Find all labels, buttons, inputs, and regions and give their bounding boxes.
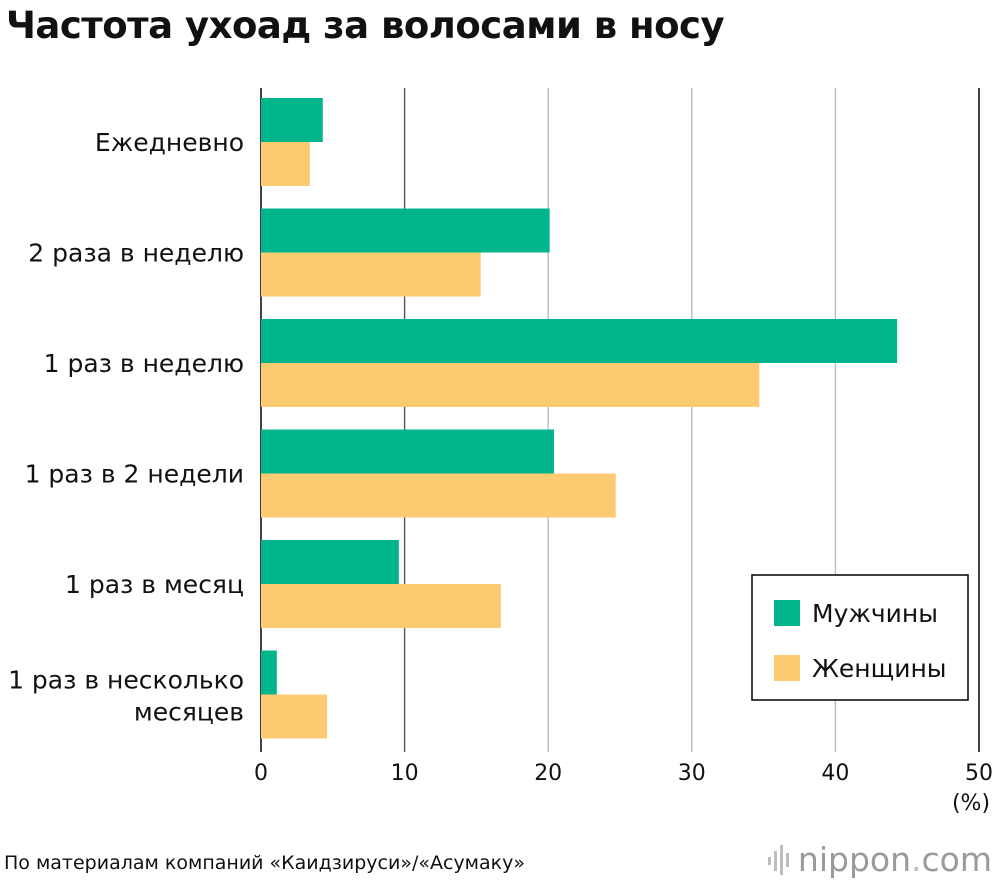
- nippon-logo: nippon.com: [767, 840, 992, 879]
- bar-men: [261, 429, 554, 474]
- category-label: 2 раза в неделю: [28, 239, 244, 268]
- legend-swatch: [774, 600, 800, 626]
- brand-name: nippon: [797, 840, 912, 879]
- chart-title: Частота ухоад за волосами в носу: [6, 4, 725, 47]
- legend-label: Женщины: [812, 654, 947, 683]
- x-tick-label: 20: [534, 761, 562, 786]
- brand-tld: com: [921, 840, 992, 879]
- category-label: месяцев: [134, 698, 244, 727]
- brand-dot: .: [911, 840, 922, 879]
- nippon-logo-icon: [767, 844, 789, 875]
- category-label: Ежедневно: [95, 128, 244, 157]
- bar-women: [261, 252, 481, 297]
- bar-men: [261, 650, 277, 695]
- bar-women: [261, 363, 760, 407]
- legend-swatch: [774, 655, 800, 681]
- x-tick-label: 10: [391, 761, 419, 786]
- bar-women: [261, 694, 328, 739]
- x-unit-label: (%): [952, 791, 990, 816]
- category-label: 1 раз в неделю: [44, 349, 244, 378]
- bar-men: [261, 208, 550, 253]
- x-tick-label: 50: [965, 761, 993, 786]
- category-label: 1 раз в несколько: [8, 666, 244, 695]
- category-label: 1 раз в месяц: [65, 570, 244, 599]
- bar-men: [261, 540, 399, 584]
- bar-women: [261, 473, 616, 518]
- source-note: По материалам компаний «Каидзируси»/«Асу…: [4, 852, 526, 874]
- x-tick-label: 0: [254, 761, 268, 786]
- bar-men: [261, 98, 323, 142]
- legend-label: Мужчины: [812, 599, 938, 628]
- bar-women: [261, 142, 310, 186]
- bar-men: [261, 319, 898, 363]
- x-tick-label: 30: [678, 761, 706, 786]
- bar-women: [261, 584, 501, 628]
- category-label: 1 раз в 2 недели: [25, 460, 244, 489]
- x-tick-label: 40: [821, 761, 849, 786]
